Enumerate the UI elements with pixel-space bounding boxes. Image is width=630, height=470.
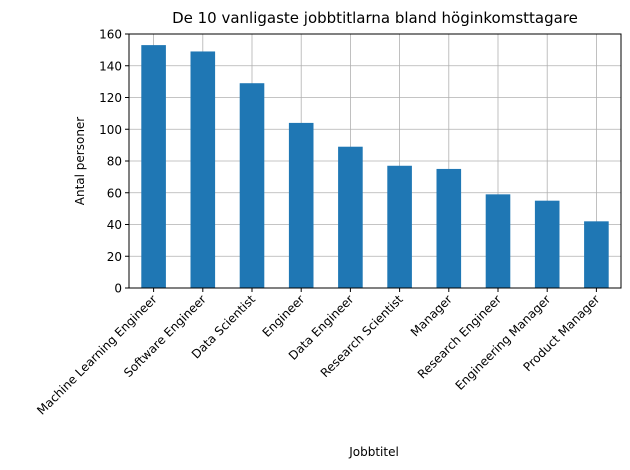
x-axis-label: Jobbtitel — [348, 445, 399, 459]
y-ticks: 0 20 40 60 80 100 120 140 160 — [99, 28, 129, 296]
y-tick-label: 0 — [114, 282, 122, 296]
y-tick-label: 80 — [107, 155, 122, 169]
y-tick-label: 100 — [99, 123, 122, 137]
bar — [436, 168, 462, 288]
y-tick-label: 20 — [107, 250, 122, 264]
bar — [534, 200, 560, 288]
bar — [190, 51, 216, 289]
bar — [239, 83, 265, 289]
y-axis-label: Antal personer — [73, 117, 87, 206]
y-tick-label: 140 — [99, 59, 122, 73]
bar — [141, 45, 166, 288]
x-tick-label: Software Engineer — [121, 292, 209, 380]
bar — [387, 165, 412, 288]
y-tick-label: 60 — [107, 186, 122, 200]
x-tick-label: Research Engineer — [415, 292, 504, 381]
bars — [141, 45, 609, 289]
bar — [338, 146, 363, 288]
bar — [485, 194, 511, 288]
chart-title: De 10 vanligaste jobbtitlarna bland högi… — [172, 9, 578, 27]
y-tick-label: 160 — [99, 28, 122, 42]
bar — [584, 221, 609, 288]
bar — [288, 122, 314, 289]
x-tick-label: Engineer — [260, 292, 308, 340]
x-tick-label: Manager — [408, 292, 455, 339]
y-tick-label: 40 — [107, 218, 122, 232]
x-tick-label: Engineering Manager — [453, 292, 554, 393]
y-tick-label: 120 — [99, 91, 122, 105]
x-tick-label: Research Scientist — [318, 292, 406, 380]
